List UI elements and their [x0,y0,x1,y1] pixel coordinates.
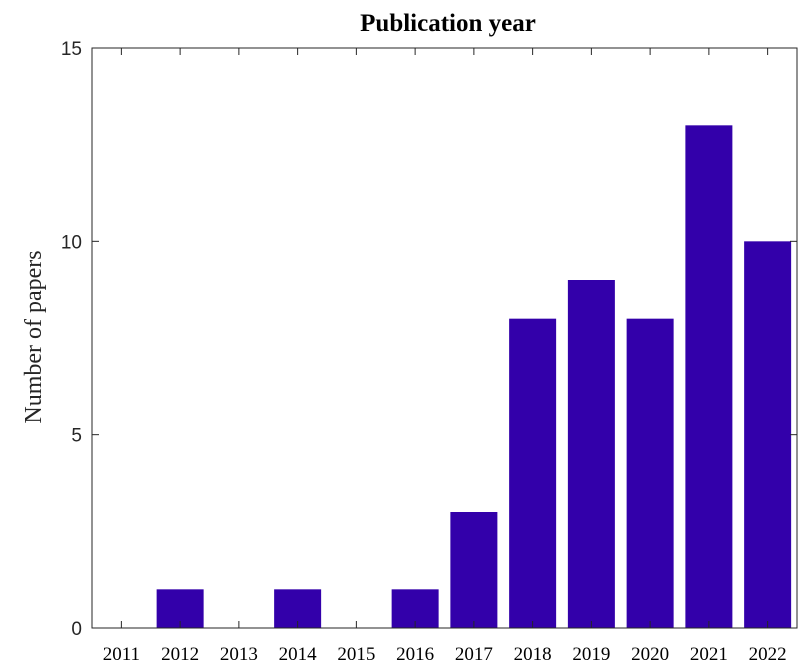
x-tick-label: 2020 [631,644,669,664]
x-tick-label: 2019 [572,644,610,664]
bar-2017 [450,512,498,628]
chart-title: Publication year [360,10,536,37]
x-tick-label: 2021 [690,644,728,664]
x-tick-label: 2011 [103,644,140,664]
x-tick-label: 2014 [279,644,318,664]
x-tick-label: 2018 [514,644,552,664]
x-tick-label: 2015 [337,644,375,664]
x-tick-label: 2012 [161,644,199,664]
bar-2018 [509,318,557,628]
x-tick-label: 2017 [455,644,493,664]
axes-box [91,47,798,629]
x-tick-label: 2022 [749,644,787,664]
plot-area: 0 5 10 15 2011 2012 2013 2014 2015 2016 2017 2018 20… [61,39,798,664]
x-tick-label: 2013 [220,644,258,664]
bar-2019 [567,280,615,628]
x-tick-label: 2016 [396,644,434,664]
y-axis-label: Number of papers [21,250,47,423]
y-tick-label: 5 [71,426,82,447]
y-tick-label: 15 [61,39,82,60]
bar-2022 [744,241,792,628]
bar-2020 [626,318,674,628]
bar-2021 [685,125,733,628]
y-tick-label: 0 [71,619,82,640]
y-tick-label: 10 [61,232,82,253]
